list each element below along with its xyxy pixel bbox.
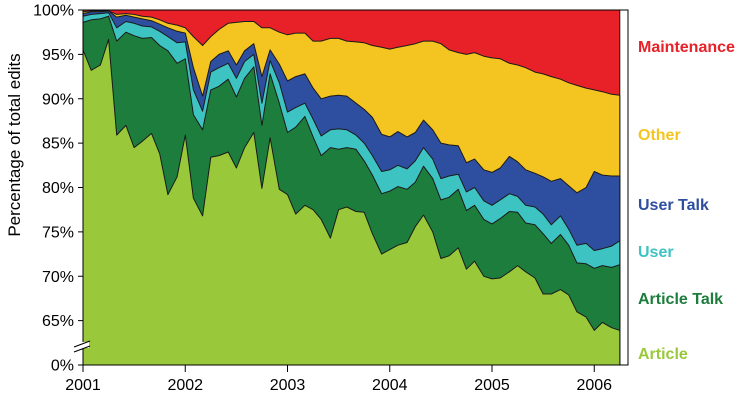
y-tick-label: 70% [42, 269, 74, 286]
x-tick-label: 2003 [270, 377, 306, 394]
axes-group [73, 9, 629, 372]
legend-label-article: Article [638, 346, 688, 363]
y-tick-label: 75% [42, 224, 74, 241]
legend-group: Article Article Talk User User Talk Other Mai… [638, 39, 735, 363]
y-tick-label: 80% [42, 180, 74, 197]
x-tick-label: 2006 [576, 377, 612, 394]
y-tick-label: 100% [33, 3, 74, 20]
x-tick-label: 2004 [372, 377, 408, 394]
y-tick-label: 85% [42, 136, 74, 153]
y-axis-break-mark [73, 340, 91, 353]
x-tick-label: 2002 [167, 377, 203, 394]
area-article [82, 38, 621, 366]
y-tick-label: 65% [42, 313, 74, 330]
area-series-group [82, 9, 621, 366]
legend-label-maintenance: Maintenance [638, 39, 735, 56]
y-tick-label: 95% [42, 47, 74, 64]
y-tick-label: 90% [42, 91, 74, 108]
legend-label-article-talk: Article Talk [638, 291, 723, 308]
y-axis-label: Percentage of total edits [5, 53, 24, 236]
tick-labels-group: 100% 95% 90% 85% 80% 75% 70% 65% 0% 2001 2002 2003 2… [33, 3, 612, 395]
x-tick-label: 2001 [65, 377, 101, 394]
y-tick-label: 0% [51, 358, 74, 375]
legend-label-other: Other [638, 127, 681, 144]
legend-label-user: User [638, 244, 674, 261]
legend-label-user-talk: User Talk [638, 197, 709, 214]
x-tick-label: 2005 [474, 377, 510, 394]
